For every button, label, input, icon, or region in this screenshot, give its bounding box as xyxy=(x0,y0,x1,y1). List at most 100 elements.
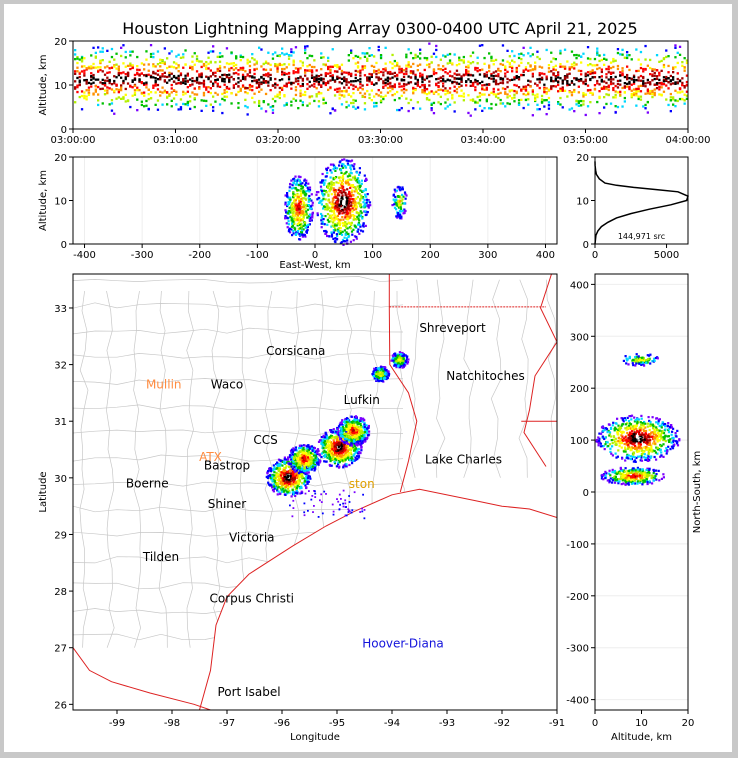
density-cell xyxy=(596,47,599,50)
density-cell xyxy=(467,74,470,77)
density-cell xyxy=(448,103,452,106)
density-cell xyxy=(469,74,472,77)
density-cell xyxy=(419,57,422,60)
density-cell xyxy=(304,235,307,238)
density-cell xyxy=(333,208,336,211)
density-cell xyxy=(430,103,433,106)
density-cell xyxy=(115,67,118,70)
density-cell xyxy=(298,205,301,209)
density-cell xyxy=(669,99,672,102)
density-cell xyxy=(347,205,351,208)
y-axis-label: Altitude, km xyxy=(38,170,49,231)
density-cell xyxy=(370,54,373,57)
density-cell xyxy=(282,479,285,482)
density-cell xyxy=(584,75,587,78)
density-cell xyxy=(626,51,629,54)
density-cell xyxy=(168,74,171,77)
density-cell xyxy=(331,78,334,81)
density-cell xyxy=(653,91,656,94)
density-cell xyxy=(490,102,493,106)
density-cell xyxy=(401,209,404,212)
density-cell xyxy=(334,217,337,220)
density-cell xyxy=(333,196,336,199)
density-cell xyxy=(207,76,210,80)
density-cell xyxy=(228,80,231,83)
density-cell xyxy=(603,106,606,109)
density-cell xyxy=(363,66,367,69)
density-cell xyxy=(292,192,295,195)
density-cell xyxy=(299,457,302,460)
density-cell xyxy=(651,91,654,94)
density-cell xyxy=(191,80,194,83)
density-cell xyxy=(350,221,353,224)
density-cell xyxy=(402,72,406,75)
density-cell xyxy=(293,194,296,197)
density-cell xyxy=(504,91,507,94)
density-cell xyxy=(299,470,302,473)
density-cell xyxy=(469,54,472,58)
density-cell xyxy=(334,169,337,172)
density-cell xyxy=(492,93,495,96)
density-cell xyxy=(642,82,645,85)
density-cell xyxy=(205,86,208,89)
density-cell xyxy=(405,56,408,59)
density-cell xyxy=(453,53,456,56)
density-cell xyxy=(308,456,311,459)
density-cell xyxy=(292,480,296,483)
density-cell xyxy=(568,91,571,94)
density-cell xyxy=(561,106,564,109)
density-cell xyxy=(570,94,574,97)
density-cell xyxy=(303,444,306,447)
density-cell xyxy=(277,468,280,471)
density-cell xyxy=(330,457,333,460)
density-cell xyxy=(330,225,333,228)
density-cell xyxy=(311,201,314,204)
density-cell xyxy=(302,450,305,453)
density-cell xyxy=(331,224,334,227)
density-cell xyxy=(270,470,273,473)
density-cell xyxy=(414,73,417,76)
density-cell xyxy=(400,79,403,82)
density-cell xyxy=(655,87,659,90)
density-cell xyxy=(310,69,314,72)
density-cell xyxy=(290,179,293,182)
density-cell xyxy=(527,91,530,94)
density-cell xyxy=(632,74,636,77)
density-cell xyxy=(428,92,431,95)
density-cell xyxy=(274,77,277,81)
density-cell xyxy=(292,195,295,199)
density-cell xyxy=(103,73,107,76)
density-cell xyxy=(398,85,401,88)
density-cell xyxy=(251,80,254,83)
density-cell xyxy=(391,76,394,79)
density-cell xyxy=(678,45,682,48)
density-cell xyxy=(409,70,413,73)
density-cell xyxy=(524,87,528,90)
density-cell xyxy=(117,88,120,91)
density-cell xyxy=(274,64,277,68)
density-cell xyxy=(168,52,171,55)
density-cell xyxy=(223,73,226,76)
density-cell xyxy=(586,84,590,87)
density-cell xyxy=(570,81,574,84)
density-cell xyxy=(428,63,431,66)
density-cell xyxy=(524,66,528,69)
density-cell xyxy=(292,61,295,64)
y-tick-label: 10 xyxy=(54,197,67,208)
density-cell xyxy=(412,90,415,93)
density-cell xyxy=(278,479,281,482)
density-cell xyxy=(499,98,502,102)
density-cell xyxy=(319,185,323,188)
density-cell xyxy=(352,239,355,242)
density-cell xyxy=(511,70,514,73)
density-cell xyxy=(589,101,592,104)
density-cell xyxy=(474,86,477,89)
density-cell xyxy=(124,73,127,76)
density-cell xyxy=(355,197,358,200)
density-cell xyxy=(279,478,282,481)
density-cell xyxy=(494,70,498,73)
density-cell xyxy=(536,84,539,87)
density-cell xyxy=(366,83,369,86)
x-tick-label: 03:00:00 xyxy=(51,135,96,146)
density-cell xyxy=(338,232,341,235)
